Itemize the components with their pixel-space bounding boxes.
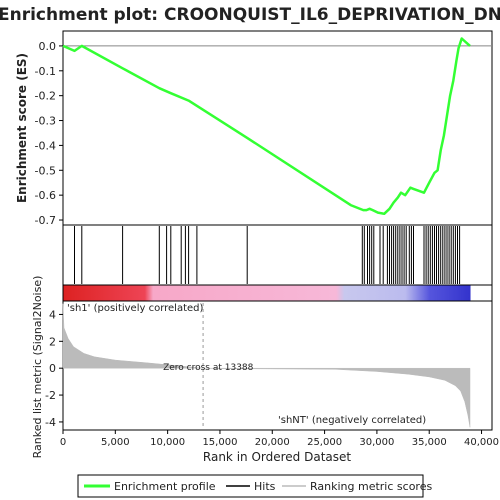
x-tick-label: 10,000 (150, 437, 185, 448)
x-tick-label: 35,000 (412, 437, 447, 448)
legend-frame (77, 474, 424, 498)
ranking-y-ticks: 4 2 0 -2 -4 (45, 308, 63, 429)
enrichment-profile-line (62, 37, 471, 216)
x-tick-label: 25,000 (307, 437, 342, 448)
y-tick-label: -4 (45, 416, 56, 429)
y-tick-label: -0.6 (35, 189, 56, 202)
negative-correlation-label: 'shNT' (negatively correlated) (278, 415, 426, 426)
hits-panel-frame (62, 224, 493, 286)
x-tick-label: 20,000 (255, 437, 290, 448)
enrichment-y-ticks: 0.0 -0.1 -0.2 -0.3 -0.4 -0.5 -0.6 -0.7 (35, 40, 63, 227)
x-tick-label: 30,000 (359, 437, 394, 448)
y-tick-label: -0.7 (35, 214, 56, 227)
ranking-metric-fill (62, 303, 471, 428)
x-tick-label: 40,000 (464, 437, 499, 448)
ranking-metric-panel: 4 2 0 -2 -4 0 5,000 10,000 15,000 20,000 25,000 30… (31, 276, 499, 464)
y-tick-label: -0.3 (35, 115, 56, 128)
y-tick-label: 0 (49, 362, 56, 375)
x-tick-label: 15,000 (202, 437, 237, 448)
rank-x-ticks: 0 5,000 10,000 15,000 20,000 25,000 30,000 35,0… (60, 430, 499, 448)
enrichment-panel-frame (62, 30, 493, 226)
legend-label-hits: Hits (254, 480, 276, 493)
y-tick-label: -0.4 (35, 139, 56, 152)
x-axis-label: Rank in Ordered Dataset (203, 450, 351, 464)
x-tick-label: 0 (60, 437, 66, 448)
enrichment-y-axis-label: Enrichment score (ES) (15, 53, 29, 203)
ranking-colorbar-fill (63, 285, 471, 301)
ranking-colorbar (63, 285, 471, 301)
y-tick-label: -0.2 (35, 90, 56, 103)
legend: Enrichment profile Hits Ranking metric s… (77, 474, 432, 498)
ranking-y-axis-label: Ranked list metric (Signal2Noise) (31, 276, 44, 459)
y-tick-label: -0.5 (35, 164, 56, 177)
x-tick-label: 5,000 (101, 437, 130, 448)
y-tick-label: 0.0 (39, 40, 57, 53)
y-tick-label: -0.1 (35, 65, 56, 78)
enrichment-profile-series (62, 37, 492, 216)
y-tick-label: 4 (49, 308, 56, 321)
legend-label-enrichment: Enrichment profile (114, 480, 216, 493)
y-tick-label: 2 (49, 335, 56, 348)
enrichment-panel: 0.0 -0.1 -0.2 -0.3 -0.4 -0.5 -0.6 -0.7 Enrichme… (15, 30, 493, 227)
positive-correlation-label: 'sh1' (positively correlated) (67, 303, 204, 314)
hit-marks (74, 226, 461, 284)
chart-title: Enrichment plot: CROONQUIST_IL6_DEPRIVAT… (0, 5, 500, 25)
ranking-colorbar-panel (62, 284, 493, 302)
legend-label-ranking: Ranking metric scores (310, 480, 432, 493)
ranking-metric-area (62, 303, 471, 428)
y-tick-label: -2 (45, 389, 56, 402)
zero-cross-annotation: Zero cross at 13388 (163, 363, 254, 373)
hits-panel (62, 224, 493, 286)
